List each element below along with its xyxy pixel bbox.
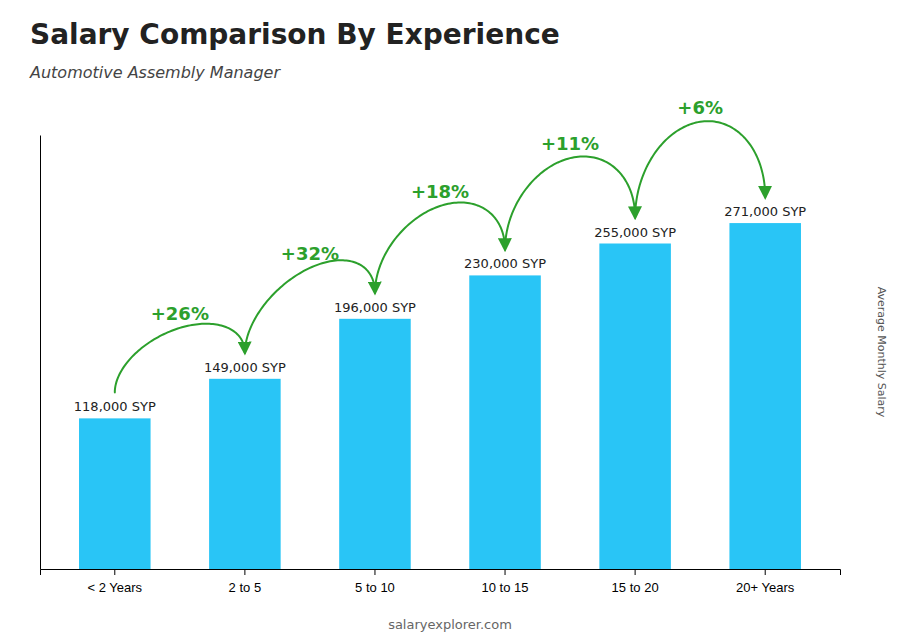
change-arc [115,324,245,393]
x-tick-label: 15 to 20 [612,580,659,595]
data-label: 271,000 SYP [724,204,806,219]
y-axis-title: Average Monthly Salary [875,287,888,418]
x-tick-mark [765,569,766,575]
x-axis-line [41,570,841,576]
change-arcs: +26% +32% +18% +11% +6% [115,97,765,393]
change-arc [245,260,375,353]
plot: < 2 Years 2 to 5 5 to 10 10 to 15 15 to 20 20… [41,97,841,596]
y-axis-line [40,136,41,570]
chart: Salary Comparison By Experience Automotiv… [0,0,900,641]
bar [729,223,801,569]
change-label: +6% [677,97,723,118]
x-axis: < 2 Years 2 to 5 5 to 10 10 to 15 15 to 20 20… [41,569,841,595]
change-arc [375,202,505,292]
change-arc [635,121,765,217]
x-tick-label: 5 to 10 [355,580,395,595]
bars [79,223,801,569]
x-tick-mark [374,569,375,575]
x-tick: < 2 Years [88,569,143,595]
bar [79,418,151,569]
x-tick-mark [635,569,636,575]
data-label: 196,000 SYP [334,300,416,315]
title: Salary Comparison By Experience [30,18,560,51]
bar [339,319,411,569]
x-tick: 10 to 15 [482,569,529,595]
source: salaryexplorer.com [388,617,512,632]
x-tick: 2 to 5 [229,569,262,595]
subtitle: Automotive Assembly Manager [29,63,281,82]
data-label: 230,000 SYP [464,256,546,271]
bar [469,275,541,569]
x-tick-mark [114,569,115,575]
x-tick-mark [244,569,245,575]
x-tick-label: < 2 Years [88,580,143,595]
data-label: 118,000 SYP [74,399,156,414]
data-label: 149,000 SYP [204,360,286,375]
change-label: +18% [411,181,469,202]
change-label: +26% [151,303,209,324]
change-label: +32% [281,243,339,264]
x-tick: 5 to 10 [355,569,395,595]
bar [599,244,671,570]
x-tick-label: 10 to 15 [482,580,529,595]
x-tick-label: 2 to 5 [229,580,262,595]
data-label: 255,000 SYP [594,225,676,240]
change-label: +11% [541,133,599,154]
x-tick-label: 20+ Years [736,580,795,595]
data-labels: 118,000 SYP 149,000 SYP 196,000 SYP 230,000… [74,204,806,414]
x-tick: 20+ Years [736,569,795,595]
x-tick-mark [505,569,506,575]
bar [209,379,281,569]
change-arc [505,156,635,249]
y-axis [40,136,41,570]
x-tick: 15 to 20 [612,569,659,595]
